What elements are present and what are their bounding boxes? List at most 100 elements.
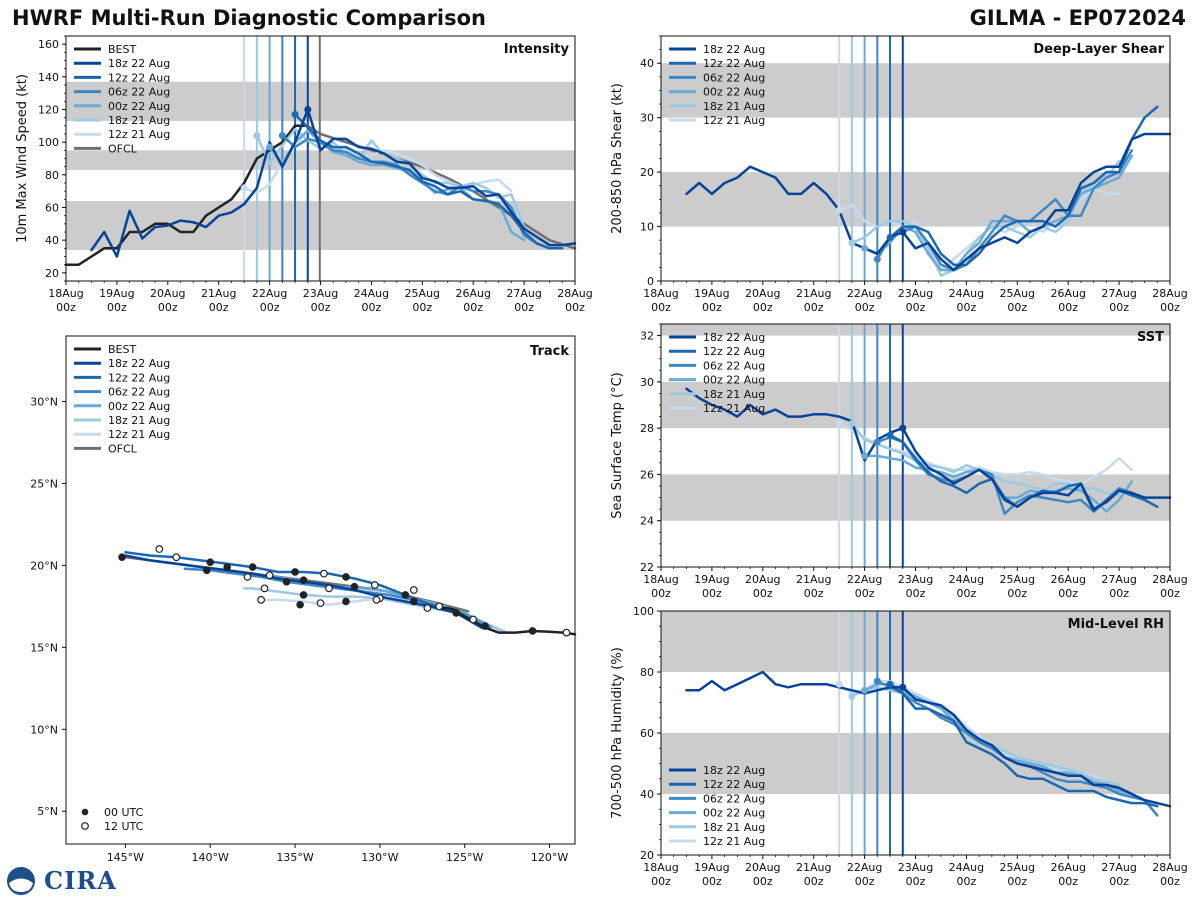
track-xtick-label: 125°W — [446, 851, 483, 864]
track-marker-12utc — [325, 584, 333, 593]
intensity-xtick-label-day: 28Aug — [557, 287, 592, 300]
rh-xtick-label-hour: 00z — [957, 875, 977, 888]
shear-xtick-label-day: 19Aug — [694, 287, 729, 300]
sst-xtick-label-day: 27Aug — [1101, 573, 1136, 586]
track-marker-legend-12 — [81, 822, 89, 830]
track-marker-12utc — [562, 628, 571, 637]
track-marker-12utc — [319, 569, 328, 578]
shear-xtick-label-day: 22Aug — [847, 287, 882, 300]
intensity-xtick-label-day: 27Aug — [506, 287, 541, 300]
rh-ytick-label: 80 — [640, 666, 654, 679]
track-ytick-label: 5°N — [37, 805, 58, 818]
track-marker-00utc — [203, 566, 211, 575]
rh-xtick-label-hour: 00z — [1109, 875, 1129, 888]
intensity-xtick-label-hour: 00z — [514, 301, 534, 314]
intensity-ytick-label: 60 — [45, 202, 59, 215]
track-marker-12utc — [372, 595, 381, 604]
sst-legend-label: 18z 22 Aug — [703, 331, 765, 344]
rh-xtick-label-hour: 00z — [702, 875, 722, 888]
track-ytick-label: 10°N — [30, 723, 58, 736]
intensity-ytick-label: 160 — [38, 38, 59, 51]
shear-band — [661, 172, 1170, 227]
intensity-legend-label: 12z 21 Aug — [108, 128, 170, 141]
intensity-xtick-label-hour: 00z — [311, 301, 331, 314]
logo-text: CIRA — [44, 866, 117, 895]
rh-xtick-label-hour: 00z — [804, 875, 824, 888]
rh-xtick-label-day: 20Aug — [745, 861, 780, 874]
track-marker-00utc — [118, 553, 126, 562]
shear-ytick-label: 10 — [640, 221, 654, 234]
intensity-ytick-label: 100 — [38, 136, 59, 149]
shear-init-point — [861, 244, 869, 252]
sst-xtick-label-hour: 00z — [651, 587, 671, 600]
shear-xtick-label-hour: 00z — [1058, 301, 1078, 314]
track-marker-00utc — [401, 591, 410, 599]
intensity-ytick-label: 120 — [38, 104, 59, 117]
shear-ytick-label: 0 — [647, 275, 654, 288]
sst-init-point — [886, 431, 894, 439]
intensity-init-point — [291, 110, 299, 118]
track-marker-legend-label: 00 UTC — [104, 806, 144, 819]
intensity-init-point — [304, 106, 312, 113]
rh-xtick-label-day: 18Aug — [643, 861, 678, 874]
track-xtick-label: 120°W — [531, 851, 568, 864]
intensity-init-point — [240, 184, 248, 192]
shear-legend-label: 12z 22 Aug — [703, 57, 765, 70]
sst-ytick-label: 22 — [640, 561, 654, 574]
shear-series-line — [876, 149, 1134, 272]
intensity-ytick-label: 80 — [45, 169, 59, 182]
sst-band — [661, 381, 1170, 429]
intensity-ytick-label: 140 — [38, 71, 59, 84]
shear-init-point — [873, 255, 881, 263]
shear-xtick-label-hour: 00z — [1109, 301, 1129, 314]
intensity-legend-label: 12z 22 Aug — [108, 71, 170, 84]
shear-legend-label: 00z 22 Aug — [703, 86, 765, 99]
sst-ytick-label: 28 — [640, 422, 654, 435]
rh-init-point — [835, 680, 843, 688]
intensity-xtick-label-hour: 00z — [260, 301, 280, 314]
track-marker-00utc — [223, 563, 231, 571]
sst-xtick-label-hour: 00z — [855, 587, 875, 600]
sst-xtick-label-hour: 00z — [906, 587, 926, 600]
rh-band — [661, 611, 1170, 672]
intensity-xtick-label-hour: 00z — [412, 301, 432, 314]
track-legend-label: OFCL — [108, 442, 138, 455]
track-marker-00utc — [296, 600, 304, 609]
intensity-xtick-label-hour: 00z — [362, 301, 382, 314]
track-legend-label: 06z 22 Aug — [108, 386, 170, 399]
sst-init-point — [861, 452, 869, 460]
rh-panel-title: Mid-Level RH — [1068, 617, 1164, 632]
shear-init-point — [886, 233, 894, 241]
shear-xtick-label-hour: 00z — [1160, 301, 1180, 314]
track-marker-00utc — [481, 622, 489, 630]
shear-xtick-label-hour: 00z — [957, 301, 977, 314]
sst-panel-title: SST — [1137, 330, 1164, 345]
sst-ytick-label: 32 — [640, 330, 654, 343]
track-marker-00utc — [248, 563, 257, 571]
intensity-xtick-label-hour: 00z — [209, 301, 229, 314]
intensity-series-line — [90, 108, 577, 258]
intensity-xtick-label-hour: 00z — [107, 301, 127, 314]
shear-xtick-label-day: 25Aug — [1000, 287, 1035, 300]
shear-xtick-label-hour: 00z — [1007, 301, 1027, 314]
shear-xtick-label-hour: 00z — [855, 301, 875, 314]
rh-series-line — [685, 670, 1172, 808]
track-xtick-label: 140°W — [192, 851, 229, 864]
shear-xtick-label-hour: 00z — [651, 301, 671, 314]
sst-legend-label: 12z 21 Aug — [703, 402, 765, 415]
shear-panel: 18Aug00z19Aug00z20Aug00z21Aug00z22Aug00z… — [610, 35, 1188, 314]
track-marker-00utc — [299, 576, 308, 584]
sst-xtick-label-day: 26Aug — [1050, 573, 1085, 586]
track-marker-12utc — [370, 581, 379, 589]
track-marker-12utc — [265, 571, 274, 580]
track-marker-00utc — [299, 591, 308, 599]
shear-series-line — [685, 132, 1172, 272]
cira-logo: CIRA — [6, 866, 116, 896]
intensity-xtick-label-hour: 00z — [56, 301, 76, 314]
rh-xtick-label-hour: 00z — [1160, 875, 1180, 888]
shear-panel-title: Deep-Layer Shear — [1033, 42, 1164, 57]
rh-xtick-label-hour: 00z — [651, 875, 671, 888]
rh-xtick-label-day: 25Aug — [1000, 861, 1035, 874]
intensity-legend-label: BEST — [108, 43, 136, 56]
track-marker-12utc — [260, 584, 269, 593]
